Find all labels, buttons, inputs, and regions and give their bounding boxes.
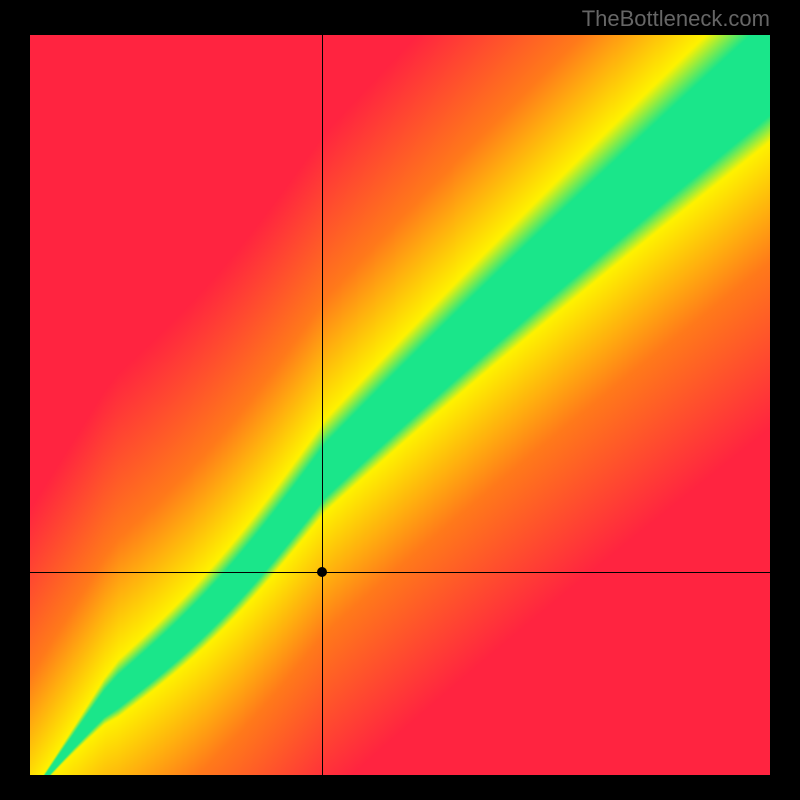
crosshair-point [317, 567, 327, 577]
crosshair-horizontal [30, 572, 770, 573]
heatmap-canvas [30, 35, 770, 775]
plot-area [30, 35, 770, 775]
crosshair-vertical [322, 35, 323, 775]
chart-container: TheBottleneck.com [0, 0, 800, 800]
watermark-text: TheBottleneck.com [582, 6, 770, 32]
